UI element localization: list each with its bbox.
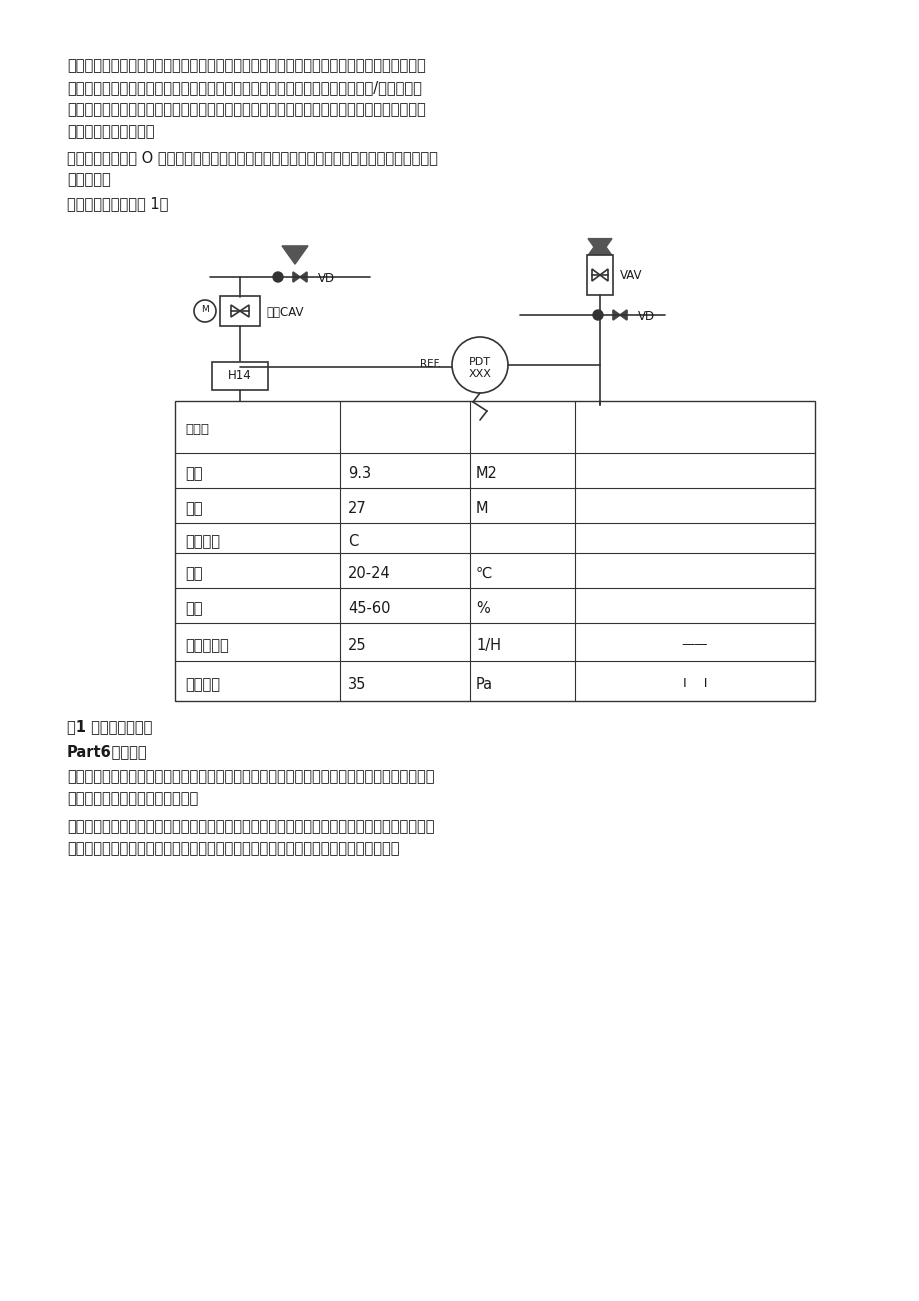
Text: M: M [201,304,209,314]
Bar [175,401,814,701]
Text: 同时在定风量阀与变风量阀的支路上配套使用手动调节阀，当压力超出设计范围时，可用手动: 同时在定风量阀与变风量阀的支路上配套使用手动调节阀，当压力超出设计范围时，可用手… [67,101,425,117]
Text: XXX: XXX [468,369,491,379]
Text: 由于其是全新风空调系统，无回风管道，故需要单独设置一个消毒模式下的空气循环支路，设计: 由于其是全新风空调系统，无回风管道，故需要单独设置一个消毒模式下的空气循环支路，… [67,820,434,834]
Text: PDT: PDT [469,356,491,367]
Circle shape [451,337,507,393]
Polygon shape [587,238,611,255]
Text: 於局: 於局 [185,501,202,516]
Text: 高活性、高毒性药品对人员伤害很大，房间的排风需全部排走，不允许回到空调系统里面，故其: 高活性、高毒性药品对人员伤害很大，房间的排风需全部排走，不允许回到空调系统里面，… [67,769,434,785]
Text: 图1 房间压差控制图: 图1 房间压差控制图 [67,719,153,734]
Circle shape [273,272,283,282]
Polygon shape [612,310,619,320]
Polygon shape [292,272,300,282]
Text: 房间压差控制图见图 1。: 房间压差控制图见图 1。 [67,196,168,211]
Polygon shape [300,272,307,282]
Text: %: % [475,601,489,617]
Bar [586,255,612,295]
Text: 技术夹层设置一个 O 压环路，各房间压力控制均连接至此环路，以保证此功能单元各房间基准: 技术夹层设置一个 O 压环路，各房间压力控制均连接至此环路，以保证此功能单元各房… [67,150,437,165]
Text: M: M [475,501,488,516]
Text: 行状态下的风量，一个是消毒模式下的风量，在消毒模式下也需维持房间的负压/正压状态。: 行状态下的风量，一个是消毒模式下的风量，在消毒模式下也需维持房间的负压/正压状态… [67,79,422,95]
Text: 的压差风量，从而控制房间的压差稳定。定风量阀采用双位控制，有两个风量，一个是正常运: 的压差风量，从而控制房间的压差稳定。定风量阀采用双位控制，有两个风量，一个是正常… [67,59,425,73]
Bar [211,362,267,390]
Text: 双位CAV: 双位CAV [266,306,303,319]
Polygon shape [599,269,607,281]
Text: ——: —— [681,637,708,650]
Text: 叁衣间: 叁衣间 [185,423,209,436]
Bar [220,297,260,327]
Text: 面积: 面积 [185,466,202,481]
Text: 点净零级: 点净零级 [185,533,220,549]
Text: I    I: I I [682,677,707,690]
Text: M2: M2 [475,466,497,481]
Text: 思路是在排风总管上面接一分支路，支路后配一个袋进袋出式高效过滤器，一个循环风: 思路是在排风总管上面接一分支路，支路后配一个袋进袋出式高效过滤器，一个循环风 [67,840,399,856]
Text: Part6: Part6 [67,745,111,760]
Text: Pa: Pa [475,677,493,692]
Text: REF.: REF. [420,359,441,369]
Polygon shape [240,304,249,317]
Text: 35: 35 [347,677,366,692]
Text: 房间压力: 房间压力 [185,677,220,692]
Text: 调节阀辅助调节压力。: 调节阀辅助调节压力。 [67,124,154,139]
Circle shape [194,301,216,323]
Text: 25: 25 [347,637,367,653]
Text: VD: VD [318,272,335,285]
Text: 温度: 温度 [185,566,202,582]
Text: 最小换气嬷: 最小换气嬷 [185,637,229,653]
Text: 空调采用直流式全新风空气系统。: 空调采用直流式全新风空气系统。 [67,791,198,807]
Text: H14: H14 [228,369,252,382]
Text: VAV: VAV [619,269,641,282]
Text: 9.3: 9.3 [347,466,370,481]
Polygon shape [282,246,308,264]
Text: 压力相同。: 压力相同。 [67,172,110,187]
Text: 27: 27 [347,501,367,516]
Text: 1/H: 1/H [475,637,501,653]
Circle shape [593,310,602,320]
Polygon shape [587,238,611,255]
Text: VD: VD [637,310,654,323]
Polygon shape [619,310,627,320]
Text: 45-60: 45-60 [347,601,390,617]
Polygon shape [231,304,240,317]
Text: 递度: 递度 [185,601,202,617]
Text: 空调系统: 空调系统 [107,745,146,760]
Text: ℃: ℃ [475,566,492,582]
Polygon shape [591,269,599,281]
Text: C: C [347,533,357,549]
Text: 20-24: 20-24 [347,566,391,582]
